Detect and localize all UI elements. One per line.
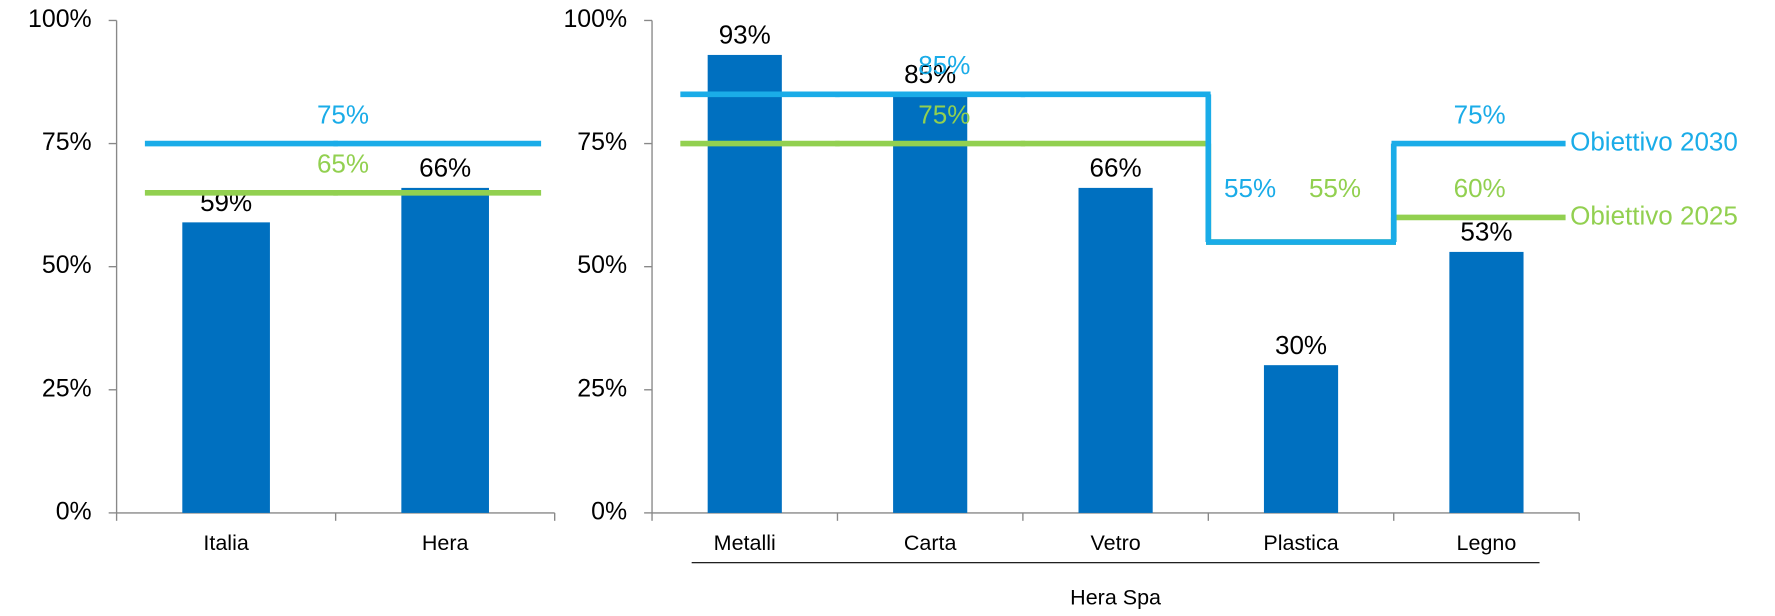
x-tick-label: Hera	[422, 531, 469, 555]
target-label: 75%	[1454, 99, 1506, 129]
bar	[1263, 365, 1339, 513]
target-label: 75%	[918, 99, 970, 129]
target-name: Obiettivo 2030	[1570, 126, 1738, 156]
y-tick-label: 50%	[42, 251, 92, 279]
y-tick-label: 75%	[577, 128, 627, 156]
y-tick-label: 75%	[42, 128, 92, 156]
bar	[401, 187, 489, 513]
value-label: 66%	[419, 153, 471, 183]
y-tick-label: 25%	[577, 374, 627, 402]
y-tick-label: 0%	[56, 497, 92, 525]
value-label: 30%	[1275, 330, 1327, 360]
bar	[707, 54, 782, 513]
x-tick-label: Metalli	[714, 531, 776, 555]
target-label: 75%	[317, 99, 369, 129]
x-tick-label: Vetro	[1090, 531, 1140, 555]
value-label: 93%	[719, 20, 771, 50]
target-label: 55%	[1224, 173, 1276, 203]
target-name: Obiettivo 2025	[1570, 200, 1738, 230]
bar	[893, 94, 968, 513]
x-tick-label: Italia	[203, 531, 248, 555]
y-tick-label: 50%	[577, 251, 627, 279]
bar	[182, 222, 270, 513]
group-label: Hera Spa	[1070, 586, 1161, 610]
y-tick-label: 100%	[28, 5, 92, 33]
x-tick-label: Carta	[904, 531, 957, 555]
y-tick-label: 100%	[563, 5, 627, 33]
y-tick-label: 0%	[591, 497, 627, 525]
target-label: 55%	[1309, 173, 1361, 203]
value-label: 66%	[1090, 153, 1142, 183]
value-label: 85%	[904, 59, 956, 89]
bar	[1078, 187, 1153, 513]
bar	[1449, 251, 1524, 513]
x-tick-label: Legno	[1457, 531, 1517, 555]
target-label: 85%	[918, 50, 970, 80]
x-tick-label: Plastica	[1263, 531, 1338, 555]
target-label: 65%	[317, 149, 369, 179]
value-label: 53%	[1460, 217, 1512, 247]
target-label: 60%	[1454, 173, 1506, 203]
y-tick-label: 25%	[42, 374, 92, 402]
